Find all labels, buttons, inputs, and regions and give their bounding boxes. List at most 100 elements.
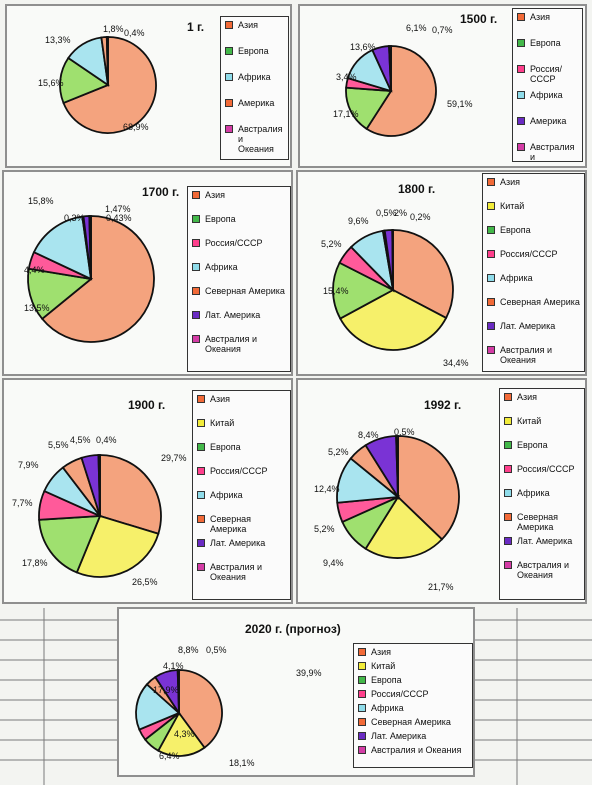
data-label-2: 17,1% (333, 109, 359, 119)
legend-label-1: Азия (205, 190, 226, 200)
pie-slice-1 (397, 435, 460, 541)
legend-label-8: Австралия и Океания (500, 345, 552, 365)
legend-swatch-4 (517, 91, 525, 99)
legend-label-5: Австралия и Океания (238, 124, 283, 154)
pie-slice-6 (388, 45, 392, 92)
chart-panel-4: 1800 г. 32,7%34,4%15,4%5,2%9,6%0,5%2%0,2… (296, 170, 587, 376)
data-label-6: 1,47% (105, 204, 131, 214)
data-label-3: 13,3% (45, 35, 71, 45)
legend-label-2: Китай (517, 416, 542, 426)
pie-slice-1 (62, 36, 157, 134)
legend-label-7: Лат. Америка (371, 731, 427, 741)
data-label-4: 13,6% (350, 42, 376, 52)
legend-label-2: Китай (500, 201, 525, 211)
legend-swatch-3 (225, 73, 233, 81)
data-label-5: 12,4% (314, 484, 340, 494)
legend-swatch-2 (487, 202, 495, 210)
data-label-8: 0,5% (206, 645, 227, 655)
pie-chart-4: 32,7%34,4%15,4%5,2%9,6%0,5%2%0,2% (321, 208, 535, 368)
legend-swatch-1 (225, 21, 233, 29)
legend-label-7: Лат. Америка (210, 538, 266, 548)
legend-swatch-8 (197, 563, 205, 571)
legend-swatch-7 (504, 537, 512, 545)
chart-panel-1: 1 г. 68,9% 15,6% 13,3% 1,8% 0,4% Азия Европа А… (5, 4, 292, 168)
legend-swatch-6 (358, 718, 366, 726)
legend-swatch-3 (487, 226, 495, 234)
legend-label-3: Европа (517, 440, 548, 450)
data-label-7: 8,8% (178, 645, 199, 655)
legend-swatch-4 (197, 467, 205, 475)
data-label-3: 17,8% (22, 558, 48, 568)
data-label-1: 29,7% (161, 453, 187, 463)
legend-swatch-2 (358, 662, 366, 670)
data-label-4: 5,2% (314, 524, 335, 534)
legend-7: Азия Китай Европа Россия/СССР Африка Северная… (353, 643, 473, 768)
data-label-1: 39,9% (296, 668, 322, 678)
data-label-6: 4,1% (163, 661, 184, 671)
legend-label-4: Африка (205, 262, 238, 272)
legend-5: Азия Китай Европа Россия/СССР Африка Северная… (192, 390, 291, 600)
legend-swatch-3 (504, 441, 512, 449)
pie-slice-8 (391, 229, 394, 291)
legend-label-6: Северная Америка (500, 297, 580, 307)
data-label-5: 7,9% (18, 460, 39, 470)
legend-swatch-8 (487, 346, 495, 354)
legend-label-2: Европа (238, 46, 269, 56)
chart-title: 1800 г. (398, 182, 436, 196)
legend-swatch-2 (197, 419, 205, 427)
legend-label-6: Северная Америка (371, 717, 451, 727)
legend-label-4: Россия/СССР (371, 689, 429, 699)
chart-panel-6: 1992 г. 37,2%21,7%9,4%5,2%12,4%5,2%8,4%0… (296, 378, 587, 604)
pie-slice-3 (38, 515, 102, 574)
data-label-2: 13,5% (24, 303, 50, 313)
legend-label-2: Китай (371, 661, 396, 671)
pie-slice-2 (345, 86, 393, 131)
chart-title: 1 г. (187, 20, 205, 34)
legend-label-5: Африка (517, 488, 550, 498)
legend-label-3: Европа (371, 675, 402, 685)
data-label-5: 0,4% (124, 28, 145, 38)
legend-swatch-3 (197, 443, 205, 451)
legend-swatch-3 (358, 676, 366, 684)
legend-label-2: Европа (530, 38, 561, 48)
chart-panel-2: 1500 г. 59,1% 17,1% 3,4% 13,6% 6,1% 0,7% Азия… (298, 4, 587, 168)
legend-swatch-7 (358, 732, 366, 740)
pie-slice-8 (97, 454, 101, 517)
legend-label-7: Лат. Америка (500, 321, 556, 331)
pie-slice-1 (365, 45, 437, 137)
legend-swatch-5 (487, 274, 495, 282)
chart-panel-7: 2020 г. (прогноз) 39,9% 18,1% 6,4% 4,3% 17,9… (117, 607, 475, 777)
legend-3: Азия Европа Россия/СССР Африка Северная Амер… (187, 186, 291, 372)
data-label-8: 0,2% (410, 212, 431, 222)
pie-slice-1 (40, 215, 155, 343)
legend-label-5: Африка (371, 703, 404, 713)
data-label-3: 3,4% (336, 72, 357, 82)
legend-label-3: Россия/СССР (205, 238, 263, 248)
legend-swatch-6 (487, 298, 495, 306)
data-label-1: 59,1% (447, 99, 473, 109)
pie-slice-8 (176, 669, 180, 714)
chart-panel-5: 1900 г. 29,7% 26,5% 17,8% 7,7% 7,9% 5,5% 4,5% 0… (2, 378, 293, 604)
chart-title: 1500 г. (460, 12, 498, 26)
pie-slice-4 (32, 215, 93, 281)
legend-label-2: Китай (210, 418, 235, 428)
legend-swatch-4 (504, 465, 512, 473)
data-label-4: 1,8% (103, 24, 124, 34)
legend-swatch-6 (504, 513, 512, 521)
legend-swatch-6 (192, 311, 200, 319)
legend-label-8: Австралия и Океания (210, 562, 262, 582)
legend-swatch-2 (192, 215, 200, 223)
pie-slice-5 (105, 36, 109, 86)
legend-swatch-5 (504, 489, 512, 497)
pie-slice-8 (395, 435, 399, 498)
legend-label-5: Северная Америка (205, 286, 285, 296)
legend-label-7: Австралия и Океания (205, 334, 257, 354)
data-label-3: 4,4% (24, 265, 45, 275)
legend-swatch-1 (192, 191, 200, 199)
data-label-8: 0,5% (394, 427, 415, 437)
data-label-7: 2% (394, 208, 407, 218)
pie-slice-2 (157, 711, 206, 757)
legend-label-5: Америка (530, 116, 567, 126)
legend-label-8: Австралия и Океания (517, 560, 569, 580)
legend-swatch-2 (504, 417, 512, 425)
